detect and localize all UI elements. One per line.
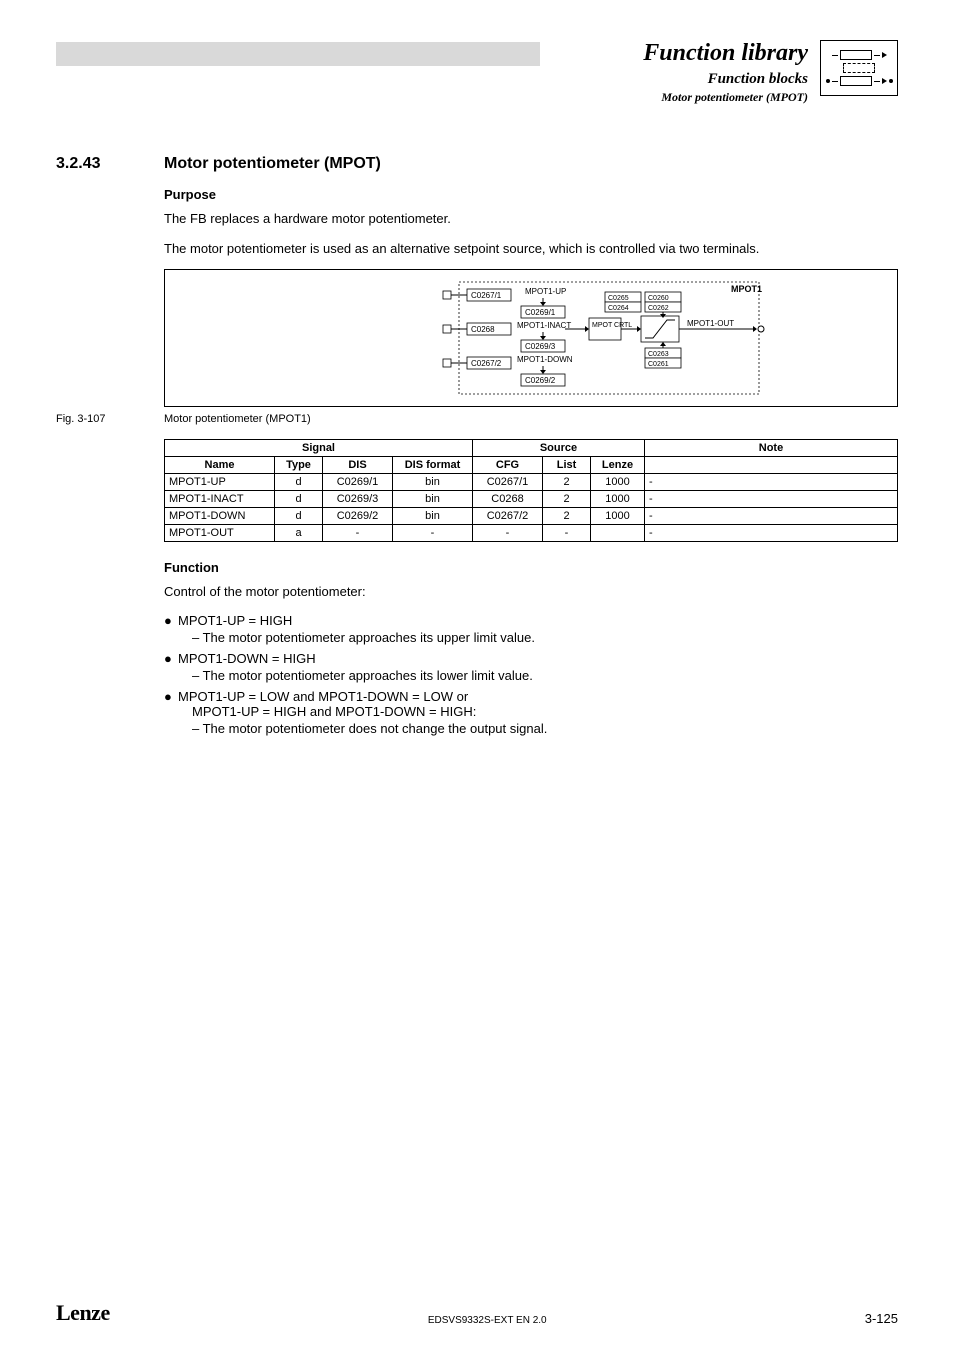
list-item: ●MPOT1-UP = HIGH – The motor potentiomet…	[164, 613, 898, 645]
header-subtitle-1: Function blocks	[548, 71, 808, 88]
item-main: MPOT1-DOWN = HIGH	[178, 651, 316, 666]
svg-text:C0269/3: C0269/3	[525, 342, 556, 351]
brand-logo: Lenze	[56, 1300, 110, 1326]
purpose-p1: The FB replaces a hardware motor potenti…	[164, 210, 898, 228]
list-item: ●MPOT1-UP = LOW and MPOT1-DOWN = LOW or …	[164, 689, 898, 736]
svg-text:C0269/2: C0269/2	[525, 376, 556, 385]
item-sub: – The motor potentiometer does not chang…	[192, 721, 898, 736]
header-text-block: Function library Function blocks Motor p…	[548, 40, 808, 105]
svg-text:C0265: C0265	[608, 295, 629, 302]
section-number: 3.2.43	[56, 155, 164, 173]
svg-text:C0269/1: C0269/1	[525, 308, 556, 317]
th-cfg: CFG	[473, 457, 543, 474]
svg-text:C0267/2: C0267/2	[471, 359, 502, 368]
page-number: 3-125	[865, 1311, 898, 1326]
item-main: MPOT1-UP = LOW and MPOT1-DOWN = LOW or	[178, 689, 468, 704]
list-item: ●MPOT1-DOWN = HIGH – The motor potentiom…	[164, 651, 898, 683]
svg-text:C0260: C0260	[648, 295, 669, 302]
item-main: MPOT1-UP = HIGH	[178, 613, 292, 628]
svg-text:MPOT1-DOWN: MPOT1-DOWN	[517, 355, 573, 364]
block-diagram: MPOT1 C0267/1 MPOT1-UP C0269/1 C0268 MPO…	[164, 269, 898, 407]
th-lenze: Lenze	[591, 457, 645, 474]
th-name: Name	[165, 457, 275, 474]
svg-text:C0264: C0264	[608, 305, 629, 312]
svg-text:C0267/1: C0267/1	[471, 291, 502, 300]
th-group-note: Note	[645, 440, 898, 457]
table-row: MPOT1-INACTdC0269/3binC026821000-	[165, 491, 898, 508]
th-dis: DIS	[323, 457, 393, 474]
th-disformat: DIS format	[393, 457, 473, 474]
signal-table: Signal Source Note Name Type DIS DIS for…	[164, 439, 898, 542]
svg-text:MPOT1-OUT: MPOT1-OUT	[687, 319, 734, 328]
th-note-blank	[645, 457, 898, 474]
page-footer: Lenze EDSVS9332S-EXT EN 2.0 3-125	[56, 1300, 898, 1326]
header-subtitle-2: Motor potentiometer (MPOT)	[548, 90, 808, 105]
section-title: Motor potentiometer (MPOT)	[164, 155, 381, 173]
svg-text:MPOT1-INACT: MPOT1-INACT	[517, 321, 571, 330]
item-sub: – The motor potentiometer approaches its…	[192, 668, 898, 683]
figure-caption-row: Fig. 3-107 Motor potentiometer (MPOT1)	[56, 413, 898, 425]
svg-text:MPOT CRTL: MPOT CRTL	[592, 322, 632, 329]
table-row: MPOT1-UPdC0269/1binC0267/121000-	[165, 474, 898, 491]
svg-text:C0268: C0268	[471, 325, 495, 334]
header-gray-bar	[56, 42, 540, 66]
purpose-p2: The motor potentiometer is used as an al…	[164, 240, 898, 258]
svg-text:C0262: C0262	[648, 305, 669, 312]
figure-label: Fig. 3-107	[56, 413, 164, 425]
th-type: Type	[275, 457, 323, 474]
function-intro: Control of the motor potentiometer:	[164, 583, 898, 601]
th-group-signal: Signal	[165, 440, 473, 457]
svg-text:C0261: C0261	[648, 361, 669, 368]
function-heading: Function	[164, 560, 898, 575]
figure-caption: Motor potentiometer (MPOT1)	[164, 413, 311, 425]
header-title: Function library	[548, 40, 808, 67]
purpose-heading: Purpose	[164, 187, 898, 202]
svg-text:C0263: C0263	[648, 351, 669, 358]
function-block-icon	[820, 40, 898, 96]
table-row: MPOT1-OUTa-----	[165, 525, 898, 542]
page-header: Function library Function blocks Motor p…	[56, 40, 898, 105]
function-list: ●MPOT1-UP = HIGH – The motor potentiomet…	[164, 613, 898, 736]
item-sub: – The motor potentiometer approaches its…	[192, 630, 898, 645]
mpot-diagram-svg: MPOT1 C0267/1 MPOT1-UP C0269/1 C0268 MPO…	[291, 278, 771, 398]
table-row: MPOT1-DOWNdC0269/2binC0267/221000-	[165, 508, 898, 525]
th-group-source: Source	[473, 440, 645, 457]
item-cont: MPOT1-UP = HIGH and MPOT1-DOWN = HIGH:	[192, 704, 898, 719]
th-list: List	[543, 457, 591, 474]
svg-text:MPOT1-UP: MPOT1-UP	[525, 287, 566, 296]
diag-block-label: MPOT1	[731, 284, 762, 294]
section-heading: 3.2.43 Motor potentiometer (MPOT)	[56, 155, 898, 173]
doc-id: EDSVS9332S-EXT EN 2.0	[428, 1315, 547, 1326]
